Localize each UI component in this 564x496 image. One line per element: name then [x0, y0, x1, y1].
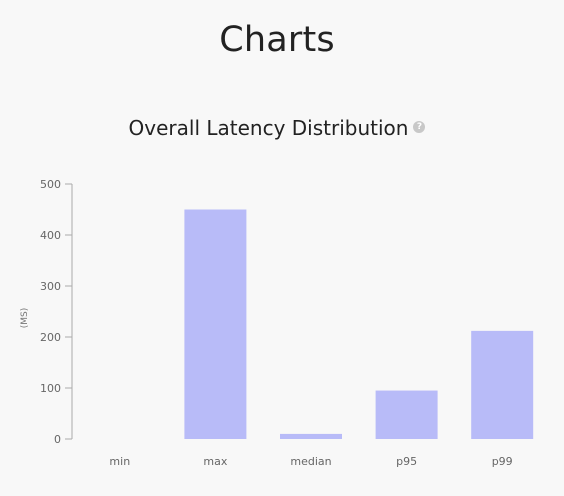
help-icon[interactable]: ?	[413, 121, 426, 133]
y-axis-title: (MS)	[20, 308, 30, 329]
bars	[184, 209, 534, 440]
x-tick-label: max	[203, 455, 227, 468]
y-tick-label: 400	[40, 229, 61, 242]
x-tick-label: p95	[396, 455, 417, 468]
y-tick-label: 100	[40, 382, 61, 395]
chart-title: Overall Latency Distribution	[128, 116, 409, 140]
y-tick-label: 300	[40, 280, 61, 293]
bar-p95[interactable]	[375, 390, 438, 439]
x-tick-label: p99	[492, 455, 513, 468]
bar-max[interactable]	[184, 209, 247, 440]
y-tick-label: 200	[40, 331, 61, 344]
bar-median[interactable]	[280, 433, 342, 439]
y-tick-label: 500	[40, 178, 61, 191]
x-tick-label: min	[109, 455, 130, 468]
page-title: Charts	[219, 20, 335, 60]
y-tick-label: 0	[54, 433, 61, 446]
y-axis: 0 100 200 300 400 500	[40, 178, 73, 446]
x-tick-label: median	[290, 455, 331, 468]
x-axis: min max median p95 p99	[109, 455, 512, 468]
bar-p99[interactable]	[471, 330, 534, 439]
chart-heading: Overall Latency Distribution?	[0, 116, 554, 140]
